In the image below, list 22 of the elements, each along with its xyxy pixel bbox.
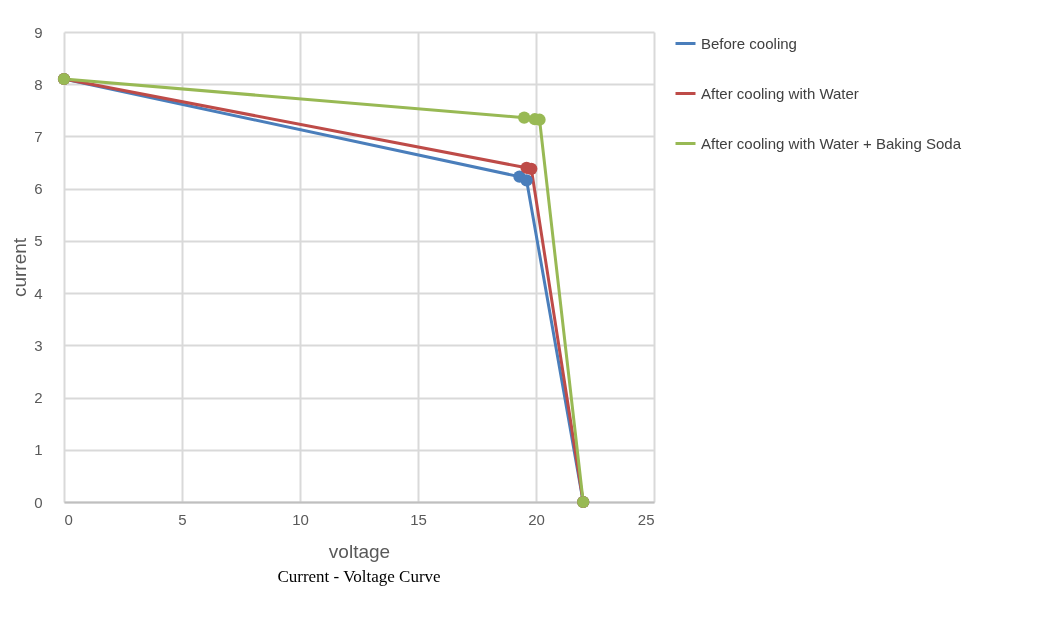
y-tick-label: 6 <box>34 180 43 198</box>
x-tick-label: 10 <box>292 510 309 528</box>
y-tick-label: 3 <box>34 336 43 354</box>
y-axis-title: current <box>9 237 31 298</box>
y-tick-label: 2 <box>34 389 43 407</box>
y-tick-label: 9 <box>34 23 43 41</box>
x-tick-label: 25 <box>637 510 655 528</box>
x-tick-label: 5 <box>178 510 187 528</box>
legend-label: Before cooling <box>701 34 797 52</box>
x-tick-label: 20 <box>528 510 545 528</box>
x-tick-label: 0 <box>64 510 73 528</box>
x-axis-title: voltage <box>328 540 391 562</box>
legend-label: After cooling with Water <box>701 84 859 102</box>
text: Current - Voltage Curve <box>277 567 441 586</box>
y-tick-label: 5 <box>34 232 43 250</box>
y-tick-label: 4 <box>34 284 43 302</box>
y-tick-label: 8 <box>34 75 43 93</box>
x-tick-label: 15 <box>410 510 427 528</box>
y-tick-label: 1 <box>34 441 43 459</box>
legend-label: After cooling with Water + Baking Soda <box>701 134 962 152</box>
y-tick-label: 7 <box>34 127 43 145</box>
y-tick-label: 0 <box>34 493 43 511</box>
